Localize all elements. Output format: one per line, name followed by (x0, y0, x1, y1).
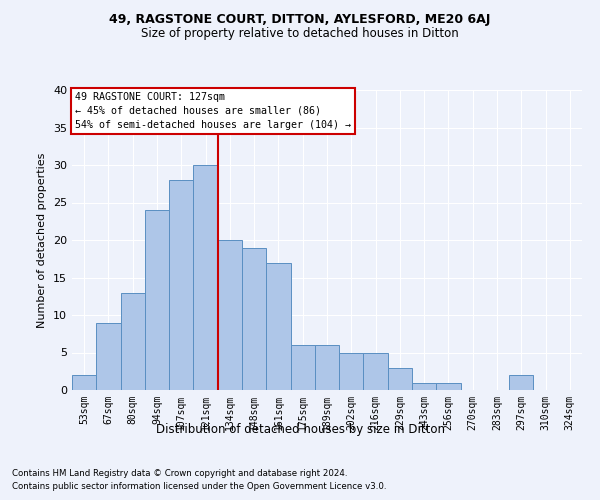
Bar (218, 240, 242, 390)
Bar (145, 210, 169, 390)
Bar (436, 382, 461, 390)
Bar (96, 322, 121, 390)
Text: Distribution of detached houses by size in Ditton: Distribution of detached houses by size … (155, 422, 445, 436)
Bar (509, 375, 533, 390)
Bar (290, 345, 315, 390)
Text: Contains HM Land Registry data © Crown copyright and database right 2024.: Contains HM Land Registry data © Crown c… (12, 468, 347, 477)
Text: 49, RAGSTONE COURT, DITTON, AYLESFORD, ME20 6AJ: 49, RAGSTONE COURT, DITTON, AYLESFORD, M… (109, 12, 491, 26)
Bar (364, 352, 388, 390)
Text: 49 RAGSTONE COURT: 127sqm
← 45% of detached houses are smaller (86)
54% of semi-: 49 RAGSTONE COURT: 127sqm ← 45% of detac… (74, 92, 350, 130)
Bar (412, 382, 436, 390)
Bar (121, 292, 145, 390)
Text: Size of property relative to detached houses in Ditton: Size of property relative to detached ho… (141, 28, 459, 40)
Text: Contains public sector information licensed under the Open Government Licence v3: Contains public sector information licen… (12, 482, 386, 491)
Bar (315, 345, 339, 390)
Bar (266, 262, 290, 390)
Bar (193, 165, 218, 390)
Bar (72, 375, 96, 390)
Bar (388, 368, 412, 390)
Bar (339, 352, 364, 390)
Bar (169, 180, 193, 390)
Y-axis label: Number of detached properties: Number of detached properties (37, 152, 47, 328)
Bar (242, 248, 266, 390)
